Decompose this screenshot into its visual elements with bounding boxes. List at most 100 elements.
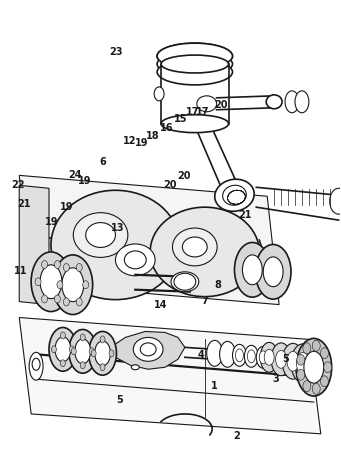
Ellipse shape — [247, 350, 255, 363]
Ellipse shape — [276, 351, 286, 368]
Ellipse shape — [94, 341, 110, 366]
Ellipse shape — [89, 348, 94, 355]
Ellipse shape — [244, 345, 258, 367]
Ellipse shape — [282, 343, 304, 379]
Ellipse shape — [321, 348, 328, 359]
Ellipse shape — [29, 352, 43, 380]
Text: 16: 16 — [160, 123, 174, 133]
Ellipse shape — [75, 339, 91, 364]
Ellipse shape — [69, 346, 74, 353]
Ellipse shape — [303, 380, 311, 392]
Ellipse shape — [55, 261, 60, 268]
Ellipse shape — [157, 59, 233, 85]
Text: 18: 18 — [146, 131, 160, 141]
Text: 6: 6 — [100, 157, 106, 167]
Text: 4: 4 — [197, 350, 204, 360]
Ellipse shape — [109, 350, 114, 357]
Ellipse shape — [31, 235, 47, 255]
Text: 17: 17 — [196, 107, 209, 117]
Polygon shape — [19, 317, 321, 434]
Text: 2: 2 — [233, 431, 240, 441]
Ellipse shape — [80, 334, 85, 341]
Ellipse shape — [140, 343, 156, 356]
Text: 17: 17 — [186, 107, 199, 117]
Ellipse shape — [197, 96, 217, 112]
Ellipse shape — [236, 349, 243, 362]
Ellipse shape — [53, 255, 93, 314]
Ellipse shape — [291, 344, 315, 383]
Ellipse shape — [100, 336, 105, 343]
Ellipse shape — [76, 264, 82, 272]
Ellipse shape — [324, 362, 332, 373]
Ellipse shape — [63, 298, 69, 306]
Ellipse shape — [182, 237, 207, 257]
Text: 24: 24 — [69, 170, 82, 180]
Text: 15: 15 — [174, 114, 188, 124]
Ellipse shape — [69, 330, 97, 373]
Ellipse shape — [287, 352, 299, 371]
Ellipse shape — [91, 350, 96, 357]
Ellipse shape — [260, 342, 278, 372]
Text: 21: 21 — [238, 210, 252, 220]
Ellipse shape — [35, 278, 41, 286]
Ellipse shape — [73, 213, 128, 257]
Ellipse shape — [207, 341, 223, 366]
Ellipse shape — [297, 354, 305, 365]
Ellipse shape — [71, 348, 76, 355]
Ellipse shape — [32, 358, 40, 370]
Polygon shape — [19, 175, 279, 304]
Ellipse shape — [157, 43, 233, 69]
Ellipse shape — [255, 245, 291, 299]
Text: 19: 19 — [77, 176, 91, 186]
Ellipse shape — [157, 43, 233, 69]
Ellipse shape — [220, 342, 236, 367]
Ellipse shape — [42, 261, 47, 268]
Ellipse shape — [60, 332, 65, 339]
Ellipse shape — [161, 115, 228, 133]
Text: 22: 22 — [12, 180, 25, 190]
Ellipse shape — [157, 51, 233, 77]
Text: 13: 13 — [111, 223, 125, 233]
Ellipse shape — [259, 351, 267, 364]
Ellipse shape — [215, 179, 254, 211]
Ellipse shape — [233, 344, 247, 366]
Text: 19: 19 — [135, 138, 148, 148]
Ellipse shape — [100, 364, 105, 370]
Ellipse shape — [49, 327, 77, 371]
Ellipse shape — [51, 346, 57, 353]
Ellipse shape — [266, 95, 282, 109]
Ellipse shape — [55, 295, 60, 303]
Polygon shape — [110, 332, 185, 369]
Ellipse shape — [42, 295, 47, 303]
Ellipse shape — [303, 343, 311, 354]
Ellipse shape — [86, 223, 116, 247]
Ellipse shape — [51, 190, 180, 300]
Ellipse shape — [330, 188, 341, 214]
Ellipse shape — [296, 352, 309, 374]
Ellipse shape — [31, 252, 71, 312]
Ellipse shape — [61, 278, 67, 286]
Ellipse shape — [133, 337, 163, 361]
Ellipse shape — [285, 91, 299, 113]
Text: 19: 19 — [60, 202, 73, 212]
Text: 1: 1 — [211, 381, 218, 391]
Ellipse shape — [235, 242, 270, 297]
Ellipse shape — [131, 365, 139, 370]
Ellipse shape — [297, 369, 305, 380]
Ellipse shape — [263, 257, 283, 287]
Ellipse shape — [271, 343, 291, 376]
Text: 8: 8 — [214, 280, 221, 290]
Ellipse shape — [295, 91, 309, 113]
Ellipse shape — [242, 255, 262, 285]
Ellipse shape — [154, 87, 164, 101]
Ellipse shape — [173, 228, 217, 266]
Ellipse shape — [223, 185, 246, 205]
Ellipse shape — [174, 273, 196, 290]
Ellipse shape — [171, 272, 199, 292]
Ellipse shape — [256, 346, 270, 368]
Ellipse shape — [55, 337, 71, 362]
Ellipse shape — [89, 332, 116, 375]
Ellipse shape — [76, 298, 82, 306]
Text: 21: 21 — [18, 200, 31, 209]
Text: 20: 20 — [214, 100, 228, 110]
